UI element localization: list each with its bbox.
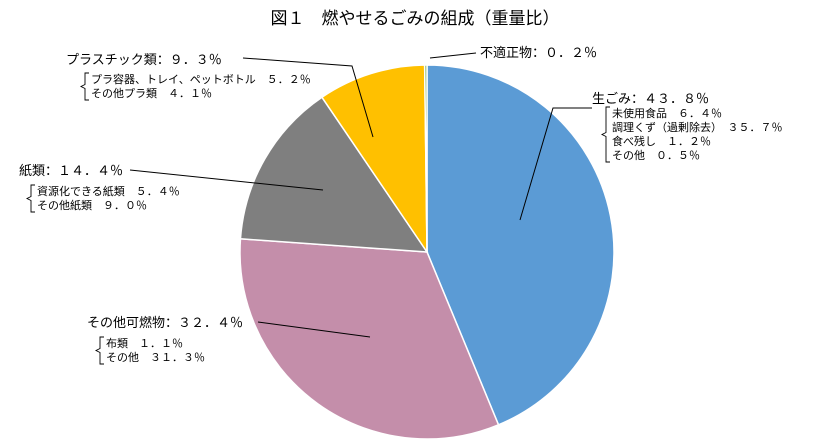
slice-label: 生ごみ：４３．８％ [592, 91, 709, 107]
slice-labels: 生ごみ：４３．８％未使用食品 ６．４％調理くず（過剰除去） ３５．７％食べ残し … [19, 45, 783, 365]
pie-slice [239, 96, 429, 253]
slice-label: 不適正物：０．２％ [480, 45, 597, 61]
slice-breakdown-item: 調理くず（過剰除去） ３５．７％ [612, 120, 783, 134]
slice-label: 紙類：１４．４％ [19, 164, 123, 179]
leader-line [429, 52, 477, 59]
leader-line [519, 107, 592, 221]
breakdown-bracket [79, 72, 89, 101]
slice-breakdown-item: 布類 １．１％ [106, 337, 183, 350]
slice-breakdown-item: プラ容器、トレイ、ペットボトル ５．２％ [91, 72, 311, 86]
breakdown-bracket [600, 106, 610, 163]
slice-breakdown-item: その他紙類 ９．０％ [37, 198, 147, 212]
pie-slice [239, 238, 500, 440]
slice-breakdown-item: 未使用食品 ６．４％ [612, 106, 722, 120]
pie-slice [426, 64, 615, 426]
leader-line [242, 57, 374, 138]
pie-slice [320, 64, 428, 255]
leader-line [257, 321, 371, 338]
chart-title: 図１ 燃やせるごみの組成（重量比） [271, 9, 560, 29]
pie-slice [423, 64, 428, 253]
breakdown-bracket [94, 336, 104, 365]
slice-breakdown-item: 食べ残し １．２％ [612, 134, 711, 148]
slice-breakdown-item: その他 ０．５％ [612, 149, 700, 162]
breakdown-bracket [25, 184, 35, 213]
slice-label: プラスチック類：９．３％ [66, 53, 222, 68]
slice-breakdown-item: その他 ３１．３％ [106, 351, 205, 364]
leader-lines [129, 52, 592, 338]
slice-breakdown-item: その他プラ類 ４．１％ [91, 87, 212, 100]
pie-slices [239, 64, 615, 440]
slice-label: その他可燃物：３２．４％ [87, 315, 243, 331]
leader-line [129, 169, 324, 191]
slice-breakdown-item: 資源化できる紙類 ５．４％ [37, 184, 180, 198]
